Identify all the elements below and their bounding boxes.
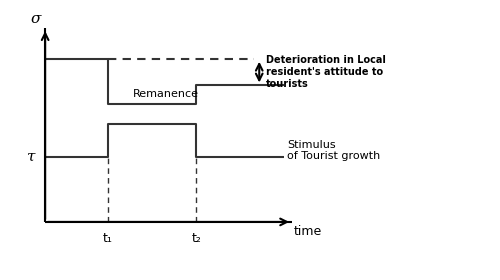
Text: t₁: t₁ xyxy=(103,232,113,245)
Text: Stimulus
of Tourist growth: Stimulus of Tourist growth xyxy=(287,140,380,161)
Text: Deterioration in Local
resident's attitude to
tourists: Deterioration in Local resident's attitu… xyxy=(266,55,386,89)
Text: σ: σ xyxy=(31,12,42,26)
Text: Remanence: Remanence xyxy=(134,88,200,99)
Text: time: time xyxy=(294,225,322,238)
Text: τ: τ xyxy=(26,150,35,164)
Text: t₂: t₂ xyxy=(192,232,201,245)
